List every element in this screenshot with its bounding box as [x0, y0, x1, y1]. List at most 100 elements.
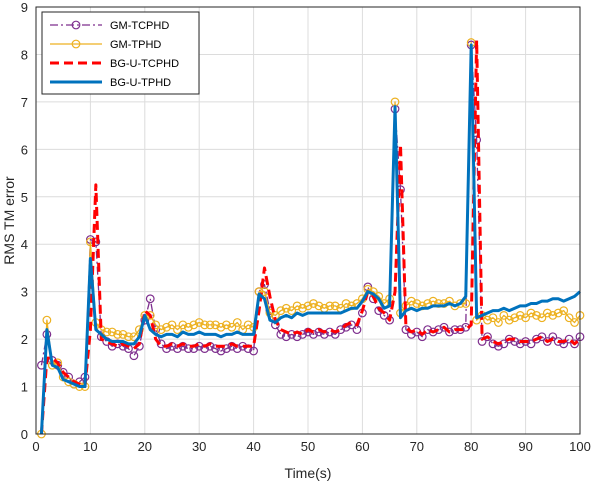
- data-point: [243, 320, 253, 330]
- series-line: [39, 38, 581, 435]
- tick-labels: 0 10 20 30 40 50 60 70 80 90 100 0 1 2 3 4 5 6 7 8 9: [21, 0, 591, 454]
- data-point: [227, 322, 237, 332]
- data-point: [450, 301, 460, 311]
- y-tick-label: 2: [21, 332, 28, 347]
- y-tick-label: 5: [21, 190, 28, 205]
- data-point: [542, 308, 552, 318]
- data-point: [287, 329, 297, 339]
- data-point: [292, 301, 302, 311]
- data-point: [309, 299, 318, 308]
- data-point: [494, 318, 503, 327]
- series-bg-u-tcphd: [39, 38, 581, 435]
- series-bg-u-tphd: [39, 43, 581, 435]
- data-point: [341, 299, 351, 308]
- x-tick-label: 70: [410, 439, 424, 454]
- data-point: [129, 351, 139, 361]
- data-point: [232, 318, 242, 327]
- data-point: [352, 325, 362, 335]
- legend-label: BG-U-TCPHD: [110, 58, 179, 70]
- data-point: [434, 325, 443, 335]
- y-tick-label: 4: [21, 237, 28, 252]
- data-point: [183, 322, 193, 332]
- data-point: [336, 325, 346, 335]
- data-point: [298, 329, 307, 339]
- data-point: [488, 313, 498, 323]
- data-point: [189, 320, 199, 330]
- data-point: [281, 303, 291, 313]
- data-point: [428, 327, 438, 337]
- data-point: [42, 315, 52, 325]
- x-tick-label: 20: [138, 439, 152, 454]
- data-point: [515, 310, 525, 320]
- series-line: [40, 44, 581, 385]
- data-point: [118, 329, 128, 339]
- data-point: [205, 320, 215, 330]
- data-point: [423, 325, 433, 335]
- data-point: [564, 334, 574, 344]
- data-point: [548, 310, 558, 320]
- data-point: [455, 299, 465, 308]
- data-point: [537, 332, 547, 342]
- data-point: [564, 313, 574, 323]
- x-tick-label: 80: [464, 439, 478, 454]
- legend-label: BG-U-TPHD: [110, 77, 171, 89]
- legend-marker: [71, 39, 81, 49]
- data-point: [162, 322, 171, 332]
- y-tick-label: 9: [21, 0, 28, 15]
- data-point: [532, 310, 541, 320]
- data-point: [194, 318, 204, 327]
- x-tick-label: 40: [246, 439, 260, 454]
- data-point: [173, 325, 182, 335]
- legend-label: GM-TPHD: [110, 39, 161, 51]
- data-point: [211, 344, 220, 354]
- data-point: [314, 301, 324, 311]
- data-point: [445, 327, 454, 337]
- x-axis-label: Time(s): [285, 465, 332, 481]
- data-point: [200, 320, 210, 330]
- data-point: [145, 310, 155, 320]
- data-point: [526, 308, 536, 318]
- data-point: [412, 299, 422, 308]
- legend-label: GM-TCPHD: [110, 20, 169, 32]
- x-tick-label: 90: [518, 439, 532, 454]
- data-point: [570, 339, 579, 349]
- data-point: [156, 325, 166, 335]
- data-point: [102, 327, 112, 337]
- series-line: [40, 41, 581, 435]
- data-point: [249, 346, 259, 356]
- data-point: [553, 308, 563, 318]
- data-point: [325, 301, 335, 311]
- y-tick-label: 3: [21, 285, 28, 300]
- data-point: [439, 322, 449, 332]
- data-point: [510, 313, 520, 323]
- data-point: [156, 339, 166, 349]
- series-layer: [37, 38, 585, 439]
- data-point: [298, 303, 307, 313]
- data-point: [330, 301, 340, 311]
- x-tick-label: 0: [32, 439, 39, 454]
- data-point: [221, 320, 231, 330]
- data-point: [287, 306, 297, 316]
- data-point: [483, 315, 492, 325]
- data-point: [216, 322, 226, 332]
- data-point: [499, 310, 509, 320]
- data-point: [221, 344, 231, 354]
- data-point: [167, 320, 177, 330]
- data-point: [559, 306, 569, 316]
- data-point: [526, 339, 536, 349]
- data-point: [124, 332, 133, 342]
- x-tick-label: 30: [192, 439, 206, 454]
- data-point: [211, 320, 220, 330]
- x-tick-label: 100: [569, 439, 591, 454]
- data-point: [406, 296, 416, 306]
- data-point: [504, 315, 514, 325]
- data-point: [537, 313, 547, 323]
- y-tick-label: 0: [21, 427, 28, 442]
- data-point: [145, 294, 155, 304]
- y-tick-label: 7: [21, 95, 28, 110]
- y-axis-label: RMS TM error: [1, 176, 17, 265]
- data-point: [107, 327, 117, 337]
- x-tick-label: 50: [301, 439, 315, 454]
- y-tick-label: 6: [21, 142, 28, 157]
